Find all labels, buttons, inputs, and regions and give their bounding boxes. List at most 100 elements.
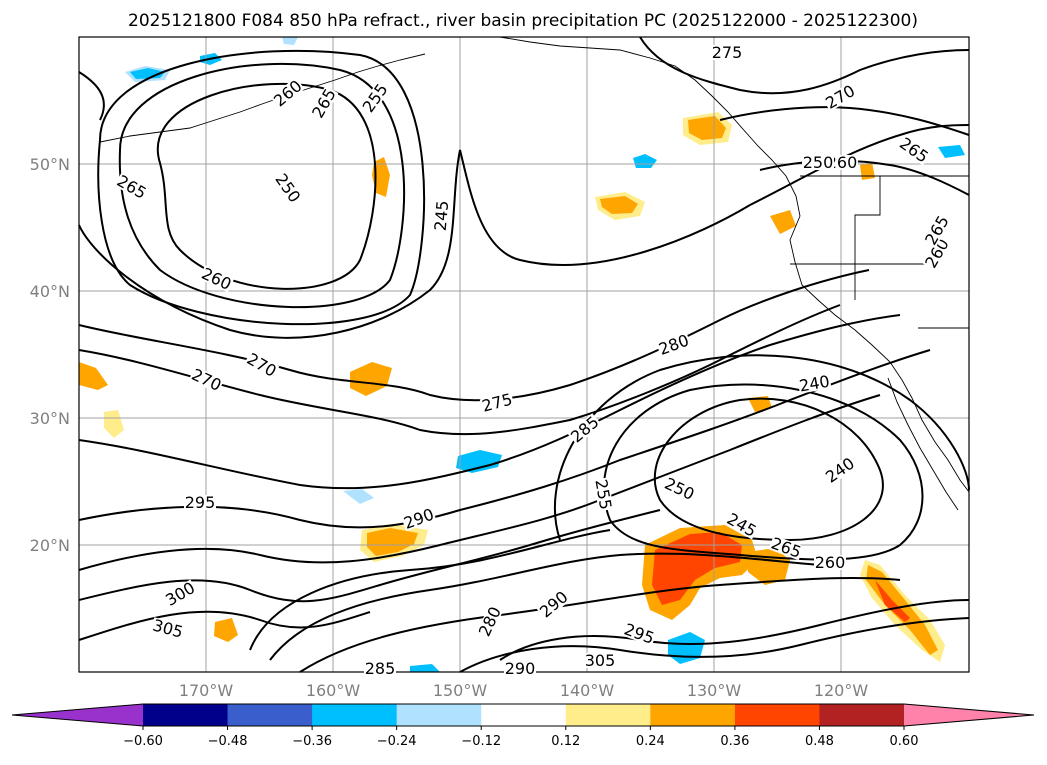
contour-line — [459, 617, 970, 673]
contour-label-bg — [768, 535, 804, 561]
shade-patch — [410, 664, 440, 672]
colorbar-extend-high — [904, 704, 1034, 726]
colorbar-segment — [143, 704, 229, 726]
contour-label-bg — [922, 235, 952, 271]
contour-label-bg — [593, 477, 614, 512]
contour-label-group: 260 — [814, 553, 846, 572]
shade-patch — [79, 362, 108, 390]
shade-patch — [343, 489, 374, 504]
contour-label-group: 250 — [802, 153, 834, 172]
contour-line — [78, 71, 105, 121]
shade-patch — [456, 450, 502, 473]
shade-patch — [372, 157, 390, 197]
contour-label-bg — [822, 82, 858, 112]
contour-line — [156, 82, 377, 290]
shade-patch — [860, 162, 875, 180]
border-state — [790, 263, 856, 300]
contour-label-bg — [567, 413, 602, 446]
colorbar-tick-label: 0.12 — [551, 734, 580, 749]
shade-patch — [938, 145, 965, 158]
shade-patch — [748, 396, 772, 412]
contour-label-bg — [114, 172, 150, 202]
contour-line — [118, 62, 406, 309]
contour-line — [499, 599, 970, 661]
shade-patch — [214, 618, 238, 642]
contour-label-group: 245 — [431, 199, 453, 233]
lat-tick-label: 50°N — [30, 155, 70, 174]
colorbar-segment — [734, 704, 820, 726]
contour-line — [553, 354, 970, 541]
colorbar-tick-label: −0.24 — [377, 734, 417, 749]
contour-label: 260 — [827, 153, 858, 172]
contour-label: 250 — [803, 153, 834, 172]
shade-patch — [875, 580, 910, 622]
contour-label: 290 — [505, 659, 536, 678]
contour-line — [78, 349, 931, 529]
contour-label-bg — [504, 661, 536, 676]
contour-label-group: 255 — [591, 477, 615, 512]
contour-label-bg — [309, 85, 339, 121]
contour-label-bg — [198, 265, 235, 293]
colorbar-tick-label: 0.36 — [720, 734, 749, 749]
coastline-baja — [887, 377, 959, 511]
colorbar-tick-label: 0.48 — [805, 734, 834, 749]
lon-tick-label: 130°W — [687, 681, 742, 700]
contour-label-group: 275 — [711, 43, 743, 62]
colorbar-tick-label: −0.12 — [461, 734, 501, 749]
coastline-west-coast — [789, 215, 970, 493]
contour-label-bg — [479, 391, 515, 415]
lon-tick-label: 150°W — [433, 681, 488, 700]
precip-shading — [79, 37, 965, 672]
colorbar-tick-label: −0.48 — [208, 734, 248, 749]
colorbar-segment — [312, 704, 398, 726]
colorbar-tick-label: 0.60 — [890, 734, 919, 749]
contour-label-bg — [270, 77, 305, 110]
colorbar: −0.60 −0.48 −0.36 −0.24 −0.12 0.12 0.24 0.36 0.4… — [11, 703, 1035, 749]
colorbar-segment — [227, 704, 313, 726]
colorbar-tick-label: 0.24 — [636, 734, 665, 749]
contour-label-bg — [364, 661, 396, 676]
contour-label-group: 290 — [504, 659, 536, 678]
contour-label: 245 — [431, 200, 453, 232]
contour-label-bg — [621, 621, 657, 647]
contour-line — [78, 509, 661, 603]
contour-label: 295 — [185, 493, 216, 512]
contour-label-bg — [188, 366, 225, 394]
colorbar-tick-label: −0.60 — [123, 734, 163, 749]
colorbar-tick-label: −0.36 — [292, 734, 332, 749]
contour-label: 285 — [365, 659, 396, 678]
contour-label-bg — [814, 555, 846, 570]
contour-label-bg — [432, 199, 451, 233]
contour-label-bg — [661, 475, 698, 503]
contour-label-group: 285 — [364, 659, 396, 678]
contour-line — [602, 383, 924, 561]
contour-label-bg — [184, 495, 216, 510]
contour-line — [249, 529, 611, 651]
shade-patch — [770, 210, 796, 234]
lat-tick-label: 20°N — [30, 536, 70, 555]
contour-line — [639, 36, 970, 95]
contour-label-group: 255 — [359, 80, 392, 116]
lon-tick-label: 170°W — [179, 681, 234, 700]
shade-patch — [104, 410, 124, 438]
contour-label-bg — [584, 653, 616, 668]
contour-label: 305 — [585, 651, 616, 670]
map-background — [79, 37, 969, 672]
contour-label-bg — [244, 350, 280, 380]
colorbar-segment — [481, 704, 567, 726]
contour-label-bg — [536, 588, 571, 621]
contour-label-bg — [272, 170, 304, 206]
contour-line — [78, 314, 901, 490]
contour-line — [653, 397, 884, 542]
gridlines — [79, 37, 969, 672]
contour-line — [719, 106, 970, 136]
shade-patch — [130, 68, 165, 79]
lon-tick-label: 160°W — [306, 681, 361, 700]
contour-label-bg — [922, 212, 952, 248]
contour-label-bg — [476, 603, 504, 640]
coastline-gulf-alaska — [499, 36, 801, 217]
contour-label-bg — [797, 373, 832, 394]
colorbar-segment — [565, 704, 651, 726]
